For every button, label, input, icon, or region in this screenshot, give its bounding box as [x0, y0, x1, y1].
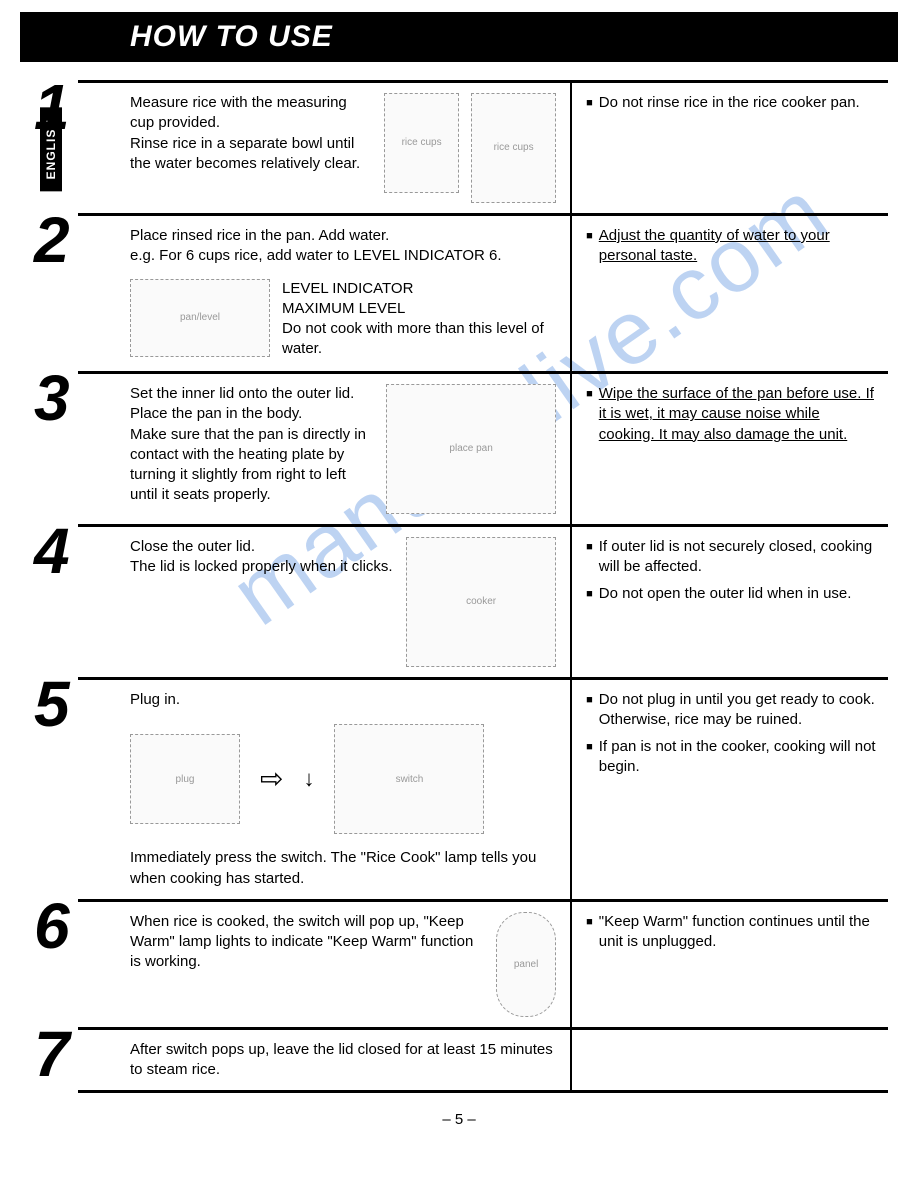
note-item: ■ Wipe the surface of the pan before use…	[586, 384, 878, 445]
bullet-icon: ■	[586, 690, 593, 731]
note-text: Do not plug in until you get ready to co…	[599, 690, 878, 731]
maximum-level-label: MAXIMUM LEVEL	[282, 299, 556, 319]
step-number: 6	[34, 894, 70, 958]
note-text: Wipe the surface of the pan before use. …	[599, 384, 878, 445]
page-number: – 5 –	[0, 1111, 918, 1128]
step-number: 2	[34, 208, 70, 272]
step-notes: ■ "Keep Warm" function continues until t…	[572, 902, 888, 1027]
step-text: Measure rice with the measuring cup prov…	[130, 93, 372, 174]
step-left: After switch pops up, leave the lid clos…	[78, 1030, 572, 1091]
note-item: ■ "Keep Warm" function continues until t…	[586, 912, 878, 953]
step-6: 6 When rice is cooked, the switch will p…	[78, 899, 888, 1027]
note-text: If pan is not in the cooker, cooking wil…	[599, 737, 878, 778]
step-notes: ■ Wipe the surface of the pan before use…	[572, 374, 888, 524]
step-notes: ■ If outer lid is not securely closed, c…	[572, 527, 888, 677]
step-text-2: Immediately press the switch. The "Rice …	[130, 848, 556, 889]
note-item: ■ Adjust the quantity of water to your p…	[586, 226, 878, 267]
step-number: 5	[34, 672, 70, 736]
pan-level-icon: pan/level	[130, 279, 270, 357]
note-text: "Keep Warm" function continues until the…	[599, 912, 878, 953]
step-notes: ■ Adjust the quantity of water to your p…	[572, 216, 888, 371]
arrow-down-icon: ↓	[303, 764, 314, 794]
steps-container: 1 Measure rice with the measuring cup pr…	[78, 80, 888, 1093]
step-notes: ■ Do not rinse rice in the rice cooker p…	[572, 83, 888, 213]
section-header: HOW TO USE	[20, 12, 898, 62]
level-warning: Do not cook with more than this level of…	[282, 319, 556, 360]
step-left: When rice is cooked, the switch will pop…	[78, 902, 572, 1027]
bullet-icon: ■	[586, 737, 593, 778]
step-5: 5 Plug in. plug ⇨ ↓ switch Immediately p…	[78, 677, 888, 899]
step-1: 1 Measure rice with the measuring cup pr…	[78, 80, 888, 213]
step-number: 4	[34, 519, 70, 583]
bullet-icon: ■	[586, 384, 593, 445]
note-item: ■ Do not plug in until you get ready to …	[586, 690, 878, 731]
note-item: ■ Do not rinse rice in the rice cooker p…	[586, 93, 878, 113]
step-notes: ■ Do not plug in until you get ready to …	[572, 680, 888, 899]
step-text: After switch pops up, leave the lid clos…	[130, 1040, 556, 1081]
step-4: 4 Close the outer lid. The lid is locked…	[78, 524, 888, 677]
step-left: Plug in. plug ⇨ ↓ switch Immediately pre…	[78, 680, 572, 899]
plug-icon: plug	[130, 734, 240, 824]
step-text: Close the outer lid. The lid is locked p…	[130, 537, 394, 578]
step-text: Place rinsed rice in the pan. Add water.…	[130, 226, 556, 267]
step-number: 1	[34, 75, 70, 139]
step-left: Measure rice with the measuring cup prov…	[78, 83, 572, 213]
note-item: ■ Do not open the outer lid when in use.	[586, 584, 878, 604]
note-text: Adjust the quantity of water to your per…	[599, 226, 878, 267]
level-labels: LEVEL INDICATOR MAXIMUM LEVEL Do not coo…	[282, 279, 556, 360]
step-7: 7 After switch pops up, leave the lid cl…	[78, 1027, 888, 1094]
step-left: Place rinsed rice in the pan. Add water.…	[78, 216, 572, 371]
step-number: 3	[34, 366, 70, 430]
step-3: 3 Set the inner lid onto the outer lid. …	[78, 371, 888, 524]
place-pan-icon: place pan	[386, 384, 556, 514]
step-number: 7	[34, 1022, 70, 1086]
step-text: When rice is cooked, the switch will pop…	[130, 912, 484, 973]
control-panel-icon: panel	[496, 912, 556, 1017]
step-notes	[572, 1030, 888, 1091]
rice-cup-full-icon: rice cups	[471, 93, 556, 203]
press-switch-icon: switch	[334, 724, 484, 834]
step-2: 2 Place rinsed rice in the pan. Add wate…	[78, 213, 888, 371]
arrow-right-icon: ⇨	[260, 760, 283, 798]
step-text: Set the inner lid onto the outer lid. Pl…	[130, 384, 374, 506]
step-left: Set the inner lid onto the outer lid. Pl…	[78, 374, 572, 524]
note-item: ■ If pan is not in the cooker, cooking w…	[586, 737, 878, 778]
bullet-icon: ■	[586, 912, 593, 953]
rice-cup-icon: rice cups	[384, 93, 459, 193]
bullet-icon: ■	[586, 584, 593, 604]
note-text: Do not open the outer lid when in use.	[599, 584, 852, 604]
cooker-icon: cooker	[406, 537, 556, 667]
bullet-icon: ■	[586, 226, 593, 267]
bullet-icon: ■	[586, 537, 593, 578]
level-indicator-label: LEVEL INDICATOR	[282, 279, 556, 299]
note-item: ■ If outer lid is not securely closed, c…	[586, 537, 878, 578]
header-title: HOW TO USE	[130, 20, 333, 53]
step-left: Close the outer lid. The lid is locked p…	[78, 527, 572, 677]
bullet-icon: ■	[586, 93, 593, 113]
note-text: Do not rinse rice in the rice cooker pan…	[599, 93, 860, 113]
note-text: If outer lid is not securely closed, coo…	[599, 537, 878, 578]
step-text: Plug in.	[130, 690, 556, 710]
